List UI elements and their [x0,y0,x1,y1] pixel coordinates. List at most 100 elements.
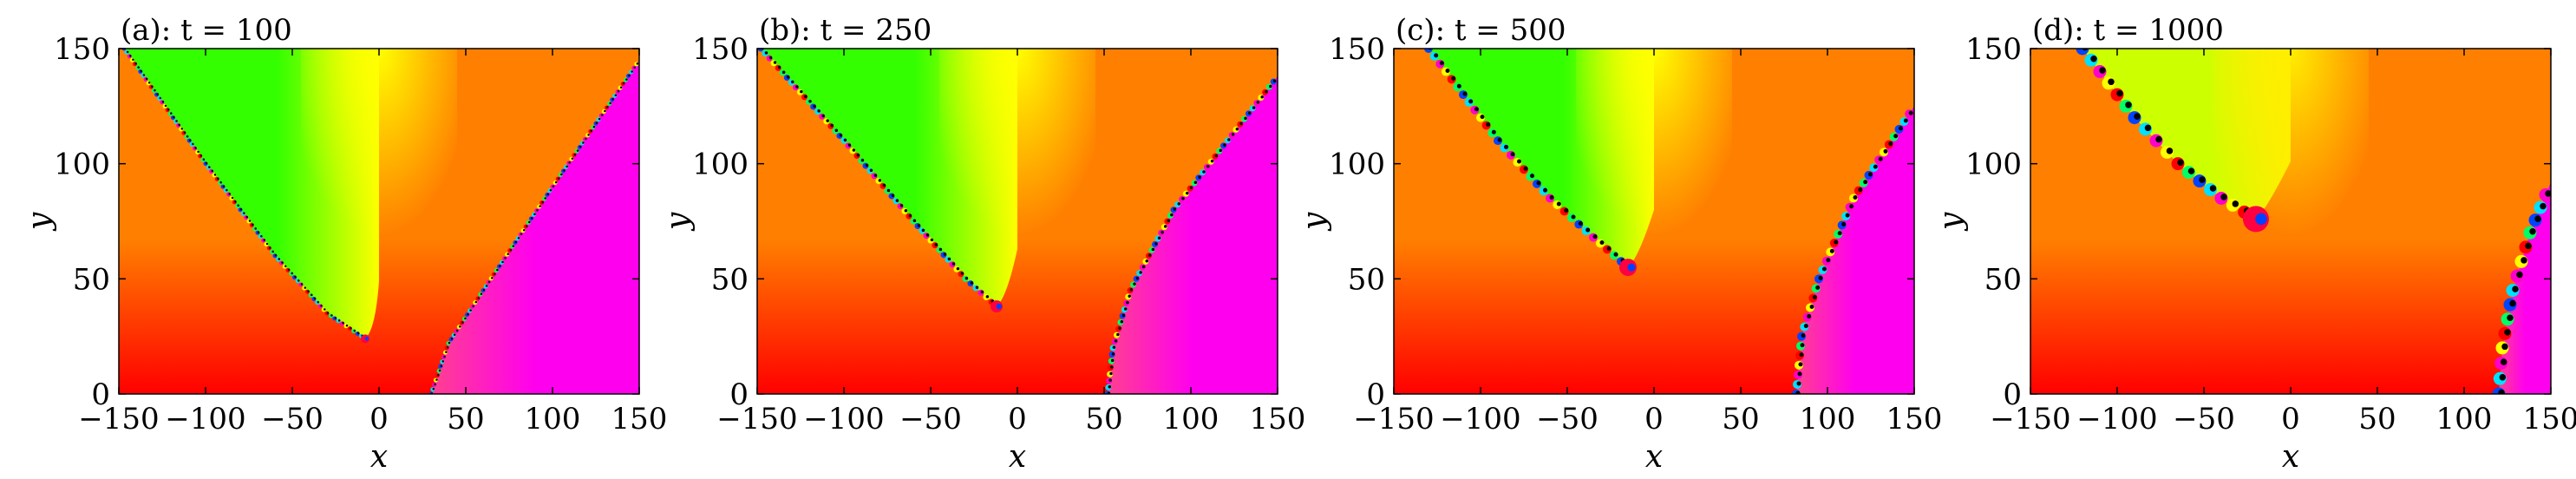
vortex-core [234,200,237,203]
vortex-core [558,177,560,180]
vortex-core [1108,384,1112,389]
vortex-core [1163,225,1167,228]
vortex-core [509,248,513,252]
x-tick-label: 100 [1163,402,1219,436]
vortex-core [254,227,257,230]
magenta-phase-region [431,60,639,394]
vortex-core [2125,102,2132,108]
vortex-core [625,78,628,81]
y-tick-label: 150 [692,32,749,67]
vortex-core [2509,299,2516,307]
vortex-core [199,154,202,157]
vortex-core [291,272,293,275]
vortex-core [1109,371,1113,376]
y-tick-label: 100 [692,148,749,182]
vortex-core [960,272,964,275]
vortex-core [1129,288,1134,292]
vortex-core [980,290,984,294]
vortex-core [1868,172,1873,177]
panel-2: −150 −100 −50 0 50 100 150 0 50 100 150 x y (c): t = … [1297,13,1942,475]
vortex-core [847,143,852,147]
vortex-core [804,95,807,98]
vortex-core [582,141,585,144]
vortex-core [342,322,344,325]
vortex-core [435,378,438,381]
x-tick-label: −100 [165,402,245,436]
vortex-core [908,213,912,218]
vortex-core [587,134,590,136]
x-tick-label: 50 [1085,402,1122,436]
left-domain-wall [757,49,995,305]
vortex-core [1252,106,1256,109]
vortex-core [611,98,614,101]
vortex-core [2166,148,2174,154]
vortex-core [245,215,248,219]
x-tick-label: 150 [2523,402,2576,436]
vortex-core [1888,141,1893,147]
vortex-core [964,276,969,280]
vortex-core [186,135,189,138]
vortex-core [265,242,269,246]
vortex-core [2529,228,2536,235]
vortex-core [554,180,558,184]
vortex-core [568,161,571,164]
x-tick-label: −150 [1353,402,1434,436]
vortex-core [1151,247,1155,252]
vortex-core [320,305,323,307]
vortex-core [617,90,620,93]
vortex-core [2498,389,2505,394]
vortex-core [899,204,904,207]
y-tick-label: 50 [73,262,110,297]
yellow-phase-band [1576,49,1732,360]
vortex-core [865,163,869,167]
vortex-core [1491,129,1496,135]
vortex-core [1799,352,1804,358]
vortex-core [956,266,960,271]
vortex-core [1445,69,1450,74]
x-tick-label: −50 [261,402,324,436]
vortex-core [334,317,337,319]
vortex-core [140,69,143,73]
vortex-core [1801,333,1806,338]
left-domain-wall [1424,49,1625,266]
vortex-core [1193,180,1198,185]
panel-1: −150 −100 −50 0 50 100 150 0 50 100 150 x y (b): t = … [660,13,1305,475]
y-tick-label: 0 [2003,377,2022,412]
x-tick-label: 150 [1886,402,1943,436]
vortex-core [467,313,469,316]
vortex-core [571,157,574,161]
vortex-core [1157,236,1161,240]
vortex-core [1821,266,1827,272]
vortex-core [1571,214,1576,220]
vortex-core [1858,187,1863,193]
vortex-core [606,106,609,108]
vortex-core [826,119,829,122]
vortex-core [180,128,184,130]
vortex-core [856,154,860,157]
vortex-core [311,293,313,297]
vortex-core [248,220,252,222]
vortex-core [2116,89,2123,97]
vortex-core [852,148,856,152]
vortex-core [2516,271,2523,279]
vortex-core [231,196,234,200]
vortex-core [2199,176,2206,183]
panel-title: (c): t = 500 [1396,13,1566,48]
vortex-core [1585,227,1591,233]
x-axis-label: x [370,439,388,475]
vortex-core [1826,258,1831,263]
vortex-core [1272,79,1277,83]
vortex-core [878,179,882,182]
vortex-core [552,185,555,187]
vortex-core [1439,61,1444,66]
vortex-core [546,193,550,196]
vortex-core [636,62,639,65]
vortex-core [764,51,768,55]
yellow-phase-band [301,49,457,360]
vortex-core [2144,124,2152,132]
vortex-core [192,142,194,146]
vortex-core [324,308,326,311]
vortex-core [278,258,280,260]
vortex-core [579,145,582,148]
vortex-core [178,123,180,127]
